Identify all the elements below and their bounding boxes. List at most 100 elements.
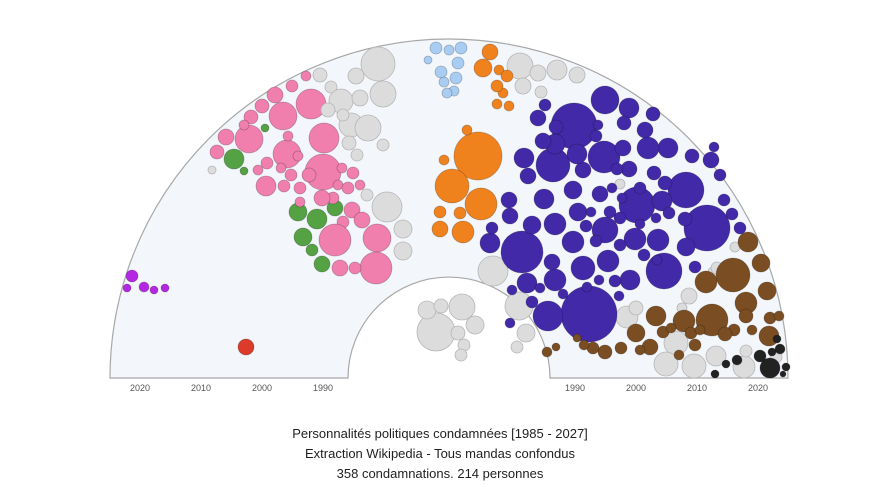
bubble-violet[interactable] <box>149 285 159 295</box>
bubble-gris[interactable] <box>477 255 509 287</box>
bubble-violet-fonce[interactable] <box>616 192 628 204</box>
bubble-violet-fonce[interactable] <box>657 175 673 191</box>
bubble-violet-fonce[interactable] <box>516 272 538 294</box>
bubble-violet-fonce[interactable] <box>519 167 537 185</box>
bubble-gris[interactable] <box>529 64 547 82</box>
bubble-rose[interactable] <box>282 130 294 142</box>
bubble-gris[interactable] <box>516 323 536 343</box>
bubble-violet[interactable] <box>122 283 132 293</box>
bubble-violet-fonce[interactable] <box>634 218 646 230</box>
bubble-gris[interactable] <box>628 300 644 316</box>
bubble-brun[interactable] <box>694 324 706 336</box>
bubble-brun[interactable] <box>746 324 758 336</box>
bubble-bleu-clair[interactable] <box>451 56 465 70</box>
bubble-rose[interactable] <box>292 150 304 162</box>
bubble-violet-fonce[interactable] <box>733 221 747 235</box>
bubble-violet-fonce[interactable] <box>534 132 552 150</box>
bubble-rose[interactable] <box>346 166 360 180</box>
bubble-gris[interactable] <box>653 351 679 377</box>
bubble-violet-fonce[interactable] <box>676 237 696 257</box>
bubble-rose[interactable] <box>343 201 361 219</box>
bubble-gris[interactable] <box>312 67 328 83</box>
bubble-gris[interactable] <box>739 344 753 358</box>
bubble-rose[interactable] <box>243 109 259 125</box>
bubble-gris[interactable] <box>417 300 437 320</box>
bubble-orange[interactable] <box>433 205 447 219</box>
bubble-vert[interactable] <box>293 227 313 247</box>
bubble-violet-fonce[interactable] <box>657 137 679 159</box>
bubble-violet-fonce[interactable] <box>504 317 516 329</box>
bubble-gris[interactable] <box>360 188 374 202</box>
bubble-rose[interactable] <box>294 196 306 208</box>
bubble-rose[interactable] <box>254 98 270 114</box>
bubble-rose[interactable] <box>348 261 362 275</box>
bubble-violet-fonce[interactable] <box>533 188 555 210</box>
bubble-noir[interactable] <box>774 343 786 355</box>
bubble-violet-fonce[interactable] <box>702 151 720 169</box>
bubble-gris[interactable] <box>534 85 548 99</box>
bubble-noir[interactable] <box>753 349 767 363</box>
bubble-violet-fonce[interactable] <box>651 190 673 212</box>
bubble-violet-fonce[interactable] <box>506 284 518 296</box>
bubble-rose[interactable] <box>234 124 264 154</box>
bubble-gris[interactable] <box>465 315 485 335</box>
bubble-rose[interactable] <box>354 179 366 191</box>
bubble-violet-fonce[interactable] <box>677 211 693 227</box>
bubble-bleu-clair[interactable] <box>429 41 443 55</box>
bubble-brun[interactable] <box>551 342 561 352</box>
bubble-bleu-clair[interactable] <box>449 71 463 85</box>
bubble-bleu-clair[interactable] <box>454 41 468 55</box>
bubble-violet-fonce[interactable] <box>606 182 618 194</box>
bubble-rose[interactable] <box>331 259 349 277</box>
bubble-violet-fonce[interactable] <box>636 121 654 139</box>
bubble-violet-fonce[interactable] <box>548 119 564 135</box>
bubble-violet-fonce[interactable] <box>587 140 621 174</box>
bubble-orange[interactable] <box>453 206 467 220</box>
bubble-noir[interactable] <box>731 354 743 366</box>
bubble-brun[interactable] <box>773 310 785 322</box>
bubble-rose[interactable] <box>341 181 355 195</box>
bubble-orange[interactable] <box>493 64 505 76</box>
bubble-violet-fonce[interactable] <box>613 238 627 252</box>
bubble-bleu-clair[interactable] <box>441 87 453 99</box>
bubble-gris[interactable] <box>416 312 456 352</box>
bubble-noir[interactable] <box>721 359 731 369</box>
bubble-violet-fonce[interactable] <box>616 115 632 131</box>
bubble-violet-fonce[interactable] <box>646 165 662 181</box>
bubble-violet-fonce[interactable] <box>613 211 627 225</box>
bubble-brun[interactable] <box>717 326 733 342</box>
bubble-vert[interactable] <box>223 148 245 170</box>
bubble-gris[interactable] <box>354 114 382 142</box>
bubble-rose[interactable] <box>313 189 331 207</box>
bubble-violet-fonce[interactable] <box>608 274 622 288</box>
bubble-rose[interactable] <box>295 88 327 120</box>
bubble-bleu-clair[interactable] <box>434 65 448 79</box>
bubble-orange[interactable] <box>431 220 449 238</box>
bubble-rose[interactable] <box>285 79 299 93</box>
bubble-rose[interactable] <box>301 167 317 183</box>
bubble-gris[interactable] <box>350 148 364 162</box>
bubble-brun[interactable] <box>578 339 590 351</box>
bubble-violet-fonce[interactable] <box>614 139 632 157</box>
bubble-orange[interactable] <box>500 69 514 83</box>
bubble-violet-fonce[interactable] <box>618 97 640 119</box>
bubble-rose[interactable] <box>332 179 344 191</box>
bubble-violet-fonce[interactable] <box>543 253 561 271</box>
bubble-violet-fonce[interactable] <box>589 129 603 143</box>
bubble-orange[interactable] <box>438 154 450 166</box>
bubble-violet[interactable] <box>138 281 150 293</box>
bubble-rose[interactable] <box>284 168 298 182</box>
bubble-rose[interactable] <box>318 223 352 257</box>
bubble-orange[interactable] <box>464 187 498 221</box>
bubble-violet-fonce[interactable] <box>529 109 547 127</box>
bubble-rose[interactable] <box>260 156 274 170</box>
bubble-noir[interactable] <box>781 362 791 372</box>
bubble-violet-fonce[interactable] <box>543 212 567 236</box>
bubble-violet-fonce[interactable] <box>688 260 702 274</box>
bubble-violet-fonce[interactable] <box>590 85 620 115</box>
bubble-rose[interactable] <box>293 181 307 195</box>
bubble-brun[interactable] <box>757 281 777 301</box>
bubble-violet-fonce[interactable] <box>591 185 609 203</box>
bubble-brun[interactable] <box>688 338 702 352</box>
bubble-violet-fonce[interactable] <box>501 207 519 225</box>
